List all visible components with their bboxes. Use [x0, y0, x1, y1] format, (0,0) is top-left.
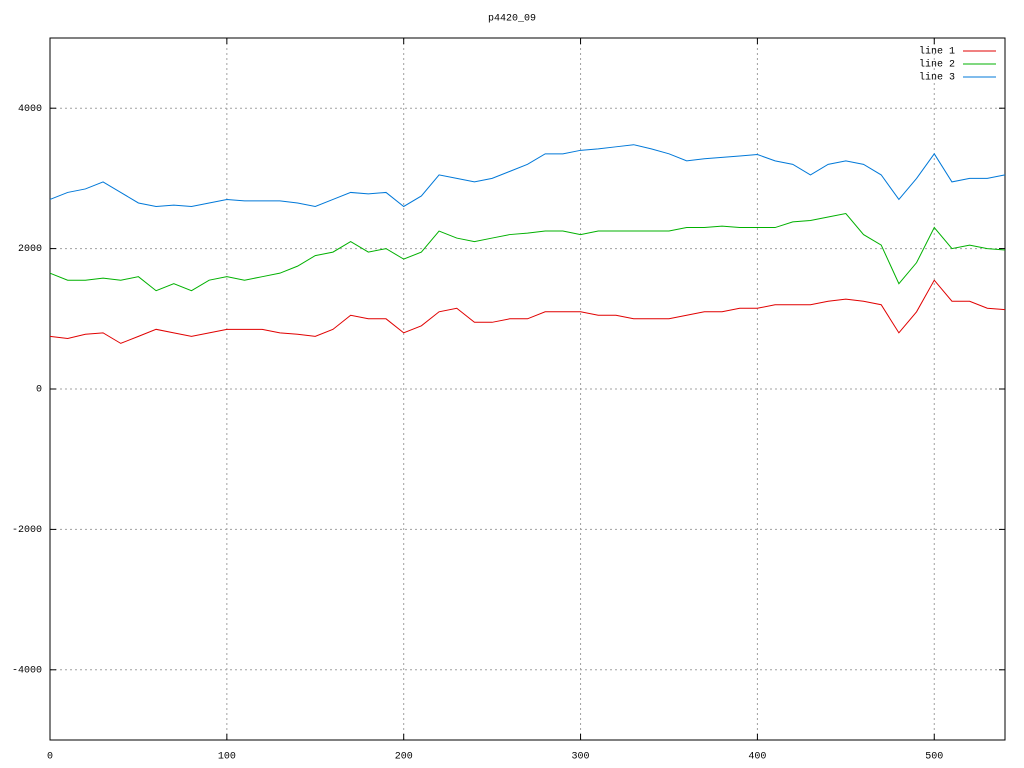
data-line [49, 279, 1006, 344]
x-tick-label: 300 [572, 752, 590, 763]
y-tick-label: -2000 [12, 525, 42, 536]
x-tick-label: 500 [925, 752, 943, 763]
legend-label: line 3 [919, 72, 955, 84]
x-tick-label: 400 [748, 752, 766, 763]
y-tick-label: -4000 [12, 665, 42, 676]
x-tick-label: 100 [218, 752, 236, 763]
y-tick-label: 0 [36, 385, 42, 396]
y-tick-label: 2000 [18, 244, 42, 255]
y-tick-label: 4000 [18, 104, 42, 115]
data-line [49, 144, 1006, 208]
legend-label: line 1 [919, 46, 955, 58]
data-line [49, 212, 1006, 292]
x-tick-label: 200 [395, 752, 413, 763]
chart-title: p4420_09 [488, 14, 536, 25]
plot-frame [49, 37, 1006, 741]
legend-label: line 2 [919, 59, 955, 71]
x-tick-label: 0 [47, 752, 53, 763]
